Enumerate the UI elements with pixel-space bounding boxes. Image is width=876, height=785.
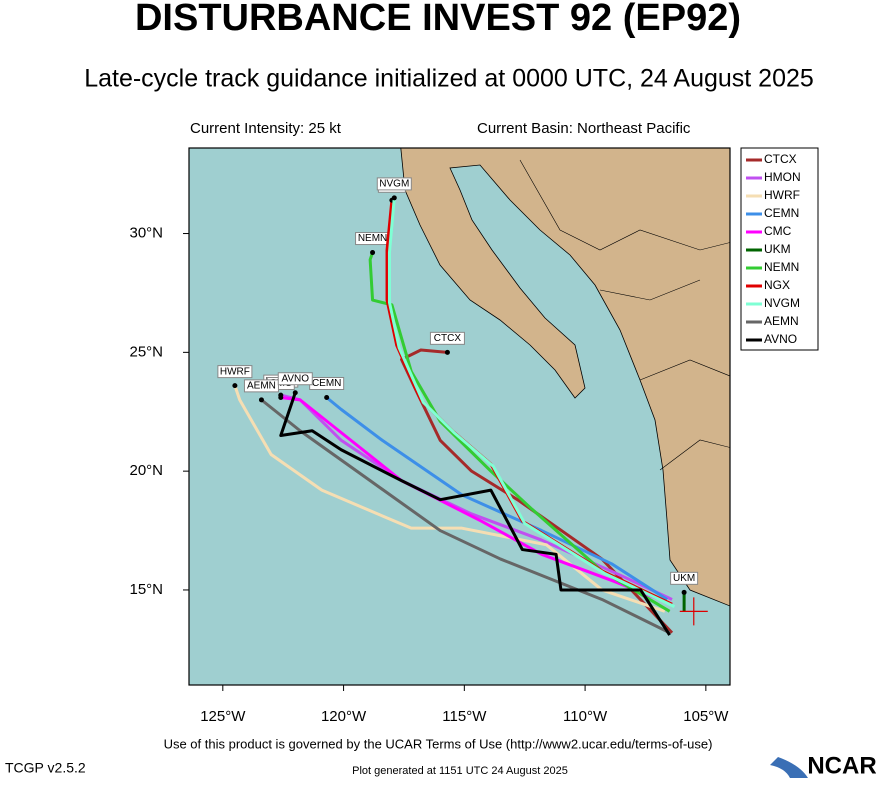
track [400, 348, 674, 634]
track-label-box [217, 365, 253, 379]
legend-label: CTCX [764, 152, 797, 166]
legend-label: CEMN [764, 206, 799, 220]
track-label: NVGM [379, 179, 409, 190]
track-end [391, 195, 397, 201]
chart-subtitle: Late-cycle track guidance initialized at… [84, 65, 814, 93]
track-label: HWRF [220, 366, 250, 377]
intensity: Current Intensity: 25 kt [190, 120, 342, 137]
track [368, 252, 671, 613]
x-tick-label: 125°W [200, 708, 246, 725]
track-label-box [243, 379, 279, 393]
track-end [681, 589, 687, 595]
generated: Plot generated at 1151 UTC 24 August 202… [352, 765, 568, 777]
track [279, 392, 671, 636]
legend-label: NGX [764, 278, 790, 292]
basin: Current Basin: Northeast Pacific [477, 120, 691, 137]
terms: Use of this product is governed by the U… [164, 736, 713, 751]
track-end [292, 390, 298, 396]
track-label: AEMN [247, 381, 276, 392]
x-tick-label: 105°W [683, 708, 729, 725]
track-end [324, 394, 330, 400]
track [387, 197, 676, 608]
current-position [679, 597, 708, 626]
y-tick-label: 25°N [129, 343, 163, 360]
legend-label: AVNO [764, 332, 797, 346]
y-tick-label: 20°N [129, 462, 163, 479]
legend-label: CMC [764, 224, 792, 238]
track-label: AVNO [281, 373, 309, 384]
track-end [370, 250, 376, 256]
x-tick-label: 115°W [442, 708, 487, 725]
y-tick-label: 30°N [129, 225, 163, 242]
track-label-box [670, 571, 699, 585]
legend-label: NVGM [764, 296, 800, 310]
x-tick-label: 110°W [563, 708, 608, 725]
track-end [444, 349, 450, 355]
track-label-box [376, 177, 412, 191]
logo-swoosh [770, 757, 808, 778]
track-end [278, 394, 284, 400]
track-label: CEMN [312, 378, 341, 389]
x-tick-label: 120°W [321, 708, 367, 725]
legend-label: AEMN [764, 314, 799, 328]
track-label: CTCX [434, 333, 462, 344]
land [400, 148, 730, 607]
logo: NCAR [807, 752, 876, 779]
legend-label: NEMN [764, 260, 799, 274]
track-label: UKM [673, 573, 695, 584]
track-end [258, 397, 264, 403]
legend-label: HMON [764, 170, 801, 184]
track-end [232, 383, 238, 389]
legend-label: UKM [764, 242, 791, 256]
version: TCGP v2.5.2 [5, 760, 86, 776]
track-label-box [429, 331, 465, 345]
y-tick-label: 15°N [129, 581, 163, 598]
track-label-box [277, 372, 313, 386]
track [260, 398, 671, 635]
chart-title: DISTURBANCE INVEST 92 (EP92) [135, 0, 741, 39]
track-label: NEMN [358, 233, 387, 244]
track [233, 385, 666, 613]
plot-frame [188, 147, 731, 686]
legend-label: HWRF [764, 188, 800, 202]
